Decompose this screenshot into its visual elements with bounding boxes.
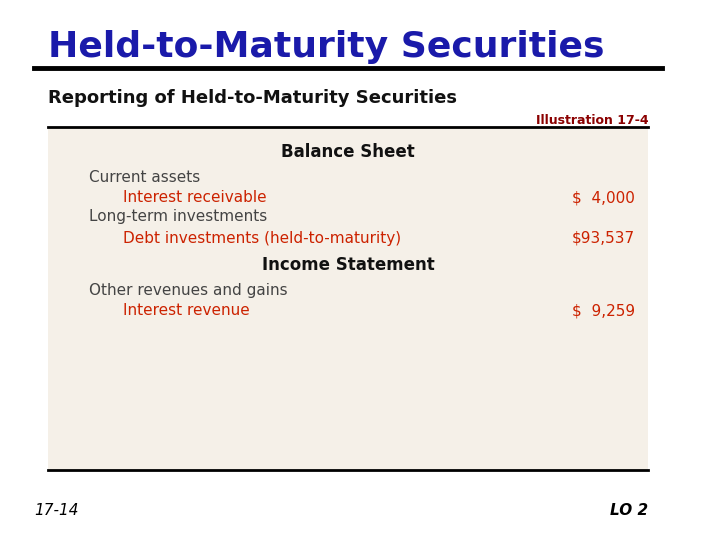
Text: $93,537: $93,537 (572, 231, 634, 246)
Text: $  4,000: $ 4,000 (572, 190, 634, 205)
Text: Income Statement: Income Statement (261, 256, 434, 274)
Text: Interest receivable: Interest receivable (123, 190, 266, 205)
Text: 17-14: 17-14 (34, 503, 78, 518)
Text: Balance Sheet: Balance Sheet (282, 143, 415, 161)
Text: Debt investments (held-to-maturity): Debt investments (held-to-maturity) (123, 231, 401, 246)
Text: Interest revenue: Interest revenue (123, 303, 250, 319)
Text: Reporting of Held-to-Maturity Securities: Reporting of Held-to-Maturity Securities (48, 89, 456, 107)
Text: $  9,259: $ 9,259 (572, 303, 634, 319)
Text: Illustration 17-4: Illustration 17-4 (536, 114, 648, 127)
Text: Held-to-Maturity Securities: Held-to-Maturity Securities (48, 30, 604, 64)
Text: Long-term investments: Long-term investments (89, 209, 267, 224)
FancyBboxPatch shape (48, 127, 648, 470)
Text: Current assets: Current assets (89, 170, 200, 185)
Text: Other revenues and gains: Other revenues and gains (89, 284, 287, 299)
Text: LO 2: LO 2 (610, 503, 648, 518)
